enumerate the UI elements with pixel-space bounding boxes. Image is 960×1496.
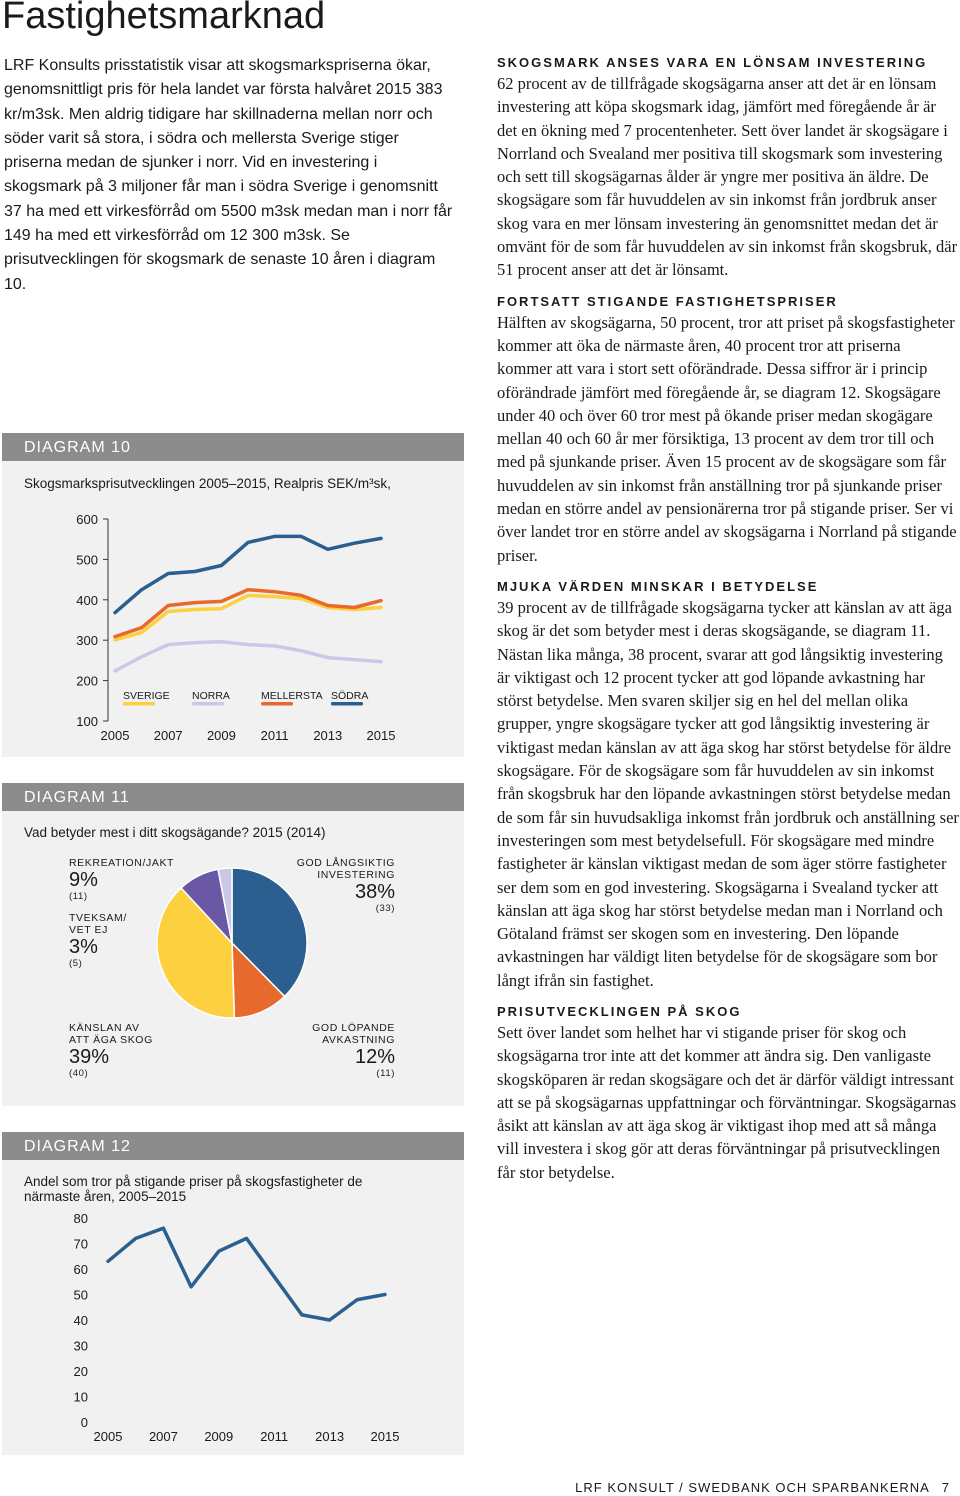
footer-publisher: LRF KONSULT / SWEDBANK OCH SPARBANKERNA <box>575 1480 930 1495</box>
chart: 100 200 300 400 500 600 2005 2007 2009 2011 2013 20… <box>76 512 396 743</box>
section-heading: FORTSATT STIGANDE FASTIGHETSPRISER <box>497 293 838 309</box>
y-tick-label: 400 <box>76 593 98 608</box>
y-tick-label: 40 <box>74 1313 88 1328</box>
y-tick-label: 60 <box>74 1262 88 1277</box>
pie-label: GOD LÅNGSIKTIG INVESTERING 38% (33) <box>295 857 395 914</box>
page-number: 7 <box>941 1480 950 1495</box>
pie-slice <box>217 867 233 944</box>
legend-label: SÖDRA <box>331 690 368 702</box>
chart-title: Andel som tror på stigande priser på sko… <box>24 1174 363 1204</box>
data-line <box>113 593 383 642</box>
previous-value-label: (5) <box>69 958 83 969</box>
x-tick-label: 2007 <box>154 728 183 743</box>
chart <box>156 867 308 1019</box>
value-label: 12% <box>354 1046 395 1068</box>
legend-swatch <box>123 702 155 706</box>
page-title: Fastighetsmarknad <box>2 0 326 37</box>
legend-swatch <box>331 702 363 706</box>
previous-value-label: (11) <box>376 1068 395 1079</box>
category-label: KÄNSLAN AV ATT ÄGA SKOG <box>69 1022 153 1046</box>
data-line <box>113 640 383 673</box>
pie-label: REKREATION/JAKT 9% (11) <box>69 857 179 902</box>
section-heading: MJUKA VÄRDEN MINSKAR I BETYDELSE <box>497 578 819 594</box>
section-body: Sett över landet som helhet har vi stiga… <box>497 1022 957 1182</box>
value-label: 39% <box>69 1046 110 1068</box>
category-label: GOD LÖPANDE AVKASTNING <box>312 1022 395 1046</box>
section-heading: SKOGSMARK ANSES VARA EN LÖNSAM INVESTERI… <box>497 55 928 70</box>
diagram-label: DIAGRAM 12 <box>2 1132 464 1160</box>
previous-value-label: (11) <box>69 891 88 902</box>
section-heading: PRISUTVECKLINGEN PÅ SKOG <box>497 1003 742 1019</box>
diagram-label: DIAGRAM 10 <box>2 433 464 461</box>
right-column: SKOGSMARK ANSES VARA EN LÖNSAM INVESTERI… <box>497 54 959 1195</box>
x-tick-label: 2015 <box>371 1429 400 1444</box>
x-tick-label: 2009 <box>204 1429 233 1444</box>
y-tick-label: 70 <box>74 1237 88 1252</box>
legend-label: MELLERSTA <box>261 690 323 702</box>
y-tick-label: 200 <box>76 674 98 689</box>
pie-label: TVEKSAM/ VET EJ 3% (5) <box>69 912 131 969</box>
intro: LRF Konsults prisstatistik visar att sko… <box>4 57 453 293</box>
legend-swatch <box>192 702 224 706</box>
value-label: 38% <box>354 881 395 903</box>
y-tick-label: 10 <box>74 1390 88 1405</box>
pie-slice <box>231 867 308 998</box>
pie-label: GOD LÖPANDE AVKASTNING 12% (11) <box>305 1022 395 1079</box>
category-label: TVEKSAM/ VET EJ <box>69 912 127 936</box>
value-label: 3% <box>69 936 98 958</box>
x-tick-label: 2015 <box>367 728 396 743</box>
category-label: REKREATION/JAKT <box>69 857 175 869</box>
diagram-panel: 0 10 20 30 40 50 60 70 80 2005 2007 2009 2011 2013 201… <box>2 1132 464 1455</box>
legend-label: SVERIGE <box>123 690 170 702</box>
diagram-panel: DIAGRAM 11 Vad betyder mest i ditt skogs… <box>2 783 464 1106</box>
y-tick-label: 20 <box>74 1364 88 1379</box>
x-tick-label: 2005 <box>101 728 130 743</box>
y-tick-label: 100 <box>76 714 98 729</box>
diagram-panel: 100 200 300 400 500 600 2005 2007 2009 2011 2013 20… <box>2 433 464 757</box>
value-label: 9% <box>69 869 98 891</box>
x-tick-label: 2011 <box>261 728 289 743</box>
y-tick-label: 500 <box>76 552 98 567</box>
x-tick-label: 2007 <box>149 1429 178 1444</box>
section-body: Hälften av skogsägarna, 50 procent, tror… <box>497 312 957 565</box>
diagram-label: DIAGRAM 11 <box>2 783 464 811</box>
x-tick-label: 2005 <box>94 1429 123 1444</box>
x-tick-label: 2013 <box>313 728 342 743</box>
pie-label: KÄNSLAN AV ATT ÄGA SKOG 39% (40) <box>69 1022 159 1079</box>
legend-label: NORRA <box>192 690 230 702</box>
chart-title: Vad betyder mest i ditt skogsägande? 201… <box>24 825 326 840</box>
legend-swatch <box>261 702 293 706</box>
y-tick-label: 80 <box>74 1211 88 1226</box>
data-line <box>106 1226 387 1322</box>
data-line <box>113 534 383 615</box>
y-tick-label: 0 <box>81 1415 88 1430</box>
x-tick-label: 2011 <box>260 1429 288 1444</box>
y-tick-label: 30 <box>74 1339 88 1354</box>
previous-value-label: (40) <box>69 1068 89 1079</box>
x-tick-label: 2009 <box>207 728 236 743</box>
section-body: 62 procent av de tillfrågade skogsägarna… <box>497 74 958 280</box>
category-label: GOD LÅNGSIKTIG INVESTERING <box>296 857 395 881</box>
chart-title: Skogsmarksprisutvecklingen 2005–2015, Re… <box>24 476 391 491</box>
previous-value-label: (33) <box>375 903 395 914</box>
pie-slice <box>156 886 236 1019</box>
footer: LRF KONSULT / SWEDBANK OCH SPARBANKERNA … <box>575 1480 950 1495</box>
section-body: 39 procent av de tillfrågade skogsägarna… <box>497 597 959 990</box>
y-tick-label: 50 <box>74 1288 88 1303</box>
x-tick-label: 2013 <box>315 1429 344 1444</box>
y-tick-label: 600 <box>76 512 98 527</box>
y-tick-label: 300 <box>76 633 98 648</box>
data-line <box>113 587 383 639</box>
chart: 0 10 20 30 40 50 60 70 80 2005 2007 2009 2011 2013 201… <box>74 1211 400 1444</box>
